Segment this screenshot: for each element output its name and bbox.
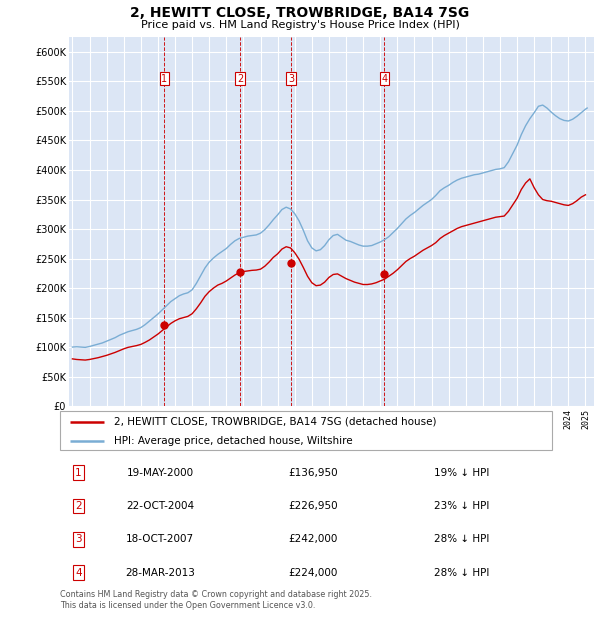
Text: 2, HEWITT CLOSE, TROWBRIDGE, BA14 7SG (detached house): 2, HEWITT CLOSE, TROWBRIDGE, BA14 7SG (d… [114, 417, 437, 427]
Text: 2, HEWITT CLOSE, TROWBRIDGE, BA14 7SG: 2, HEWITT CLOSE, TROWBRIDGE, BA14 7SG [130, 6, 470, 20]
Text: 28% ↓ HPI: 28% ↓ HPI [434, 534, 489, 544]
Text: £226,950: £226,950 [289, 501, 338, 511]
Text: £242,000: £242,000 [289, 534, 338, 544]
FancyBboxPatch shape [60, 411, 552, 449]
Text: 22-OCT-2004: 22-OCT-2004 [126, 501, 194, 511]
Text: 1: 1 [75, 467, 82, 477]
Text: 1: 1 [161, 74, 167, 84]
Text: 3: 3 [75, 534, 82, 544]
Text: 19-MAY-2000: 19-MAY-2000 [127, 467, 194, 477]
Text: £224,000: £224,000 [289, 567, 338, 578]
Text: 28% ↓ HPI: 28% ↓ HPI [434, 567, 489, 578]
Text: Contains HM Land Registry data © Crown copyright and database right 2025.
This d: Contains HM Land Registry data © Crown c… [60, 590, 372, 609]
Text: 4: 4 [381, 74, 388, 84]
Text: 2: 2 [237, 74, 244, 84]
Text: 3: 3 [288, 74, 294, 84]
Text: 28-MAR-2013: 28-MAR-2013 [125, 567, 195, 578]
Text: 2: 2 [75, 501, 82, 511]
Text: 18-OCT-2007: 18-OCT-2007 [126, 534, 194, 544]
Text: £136,950: £136,950 [289, 467, 338, 477]
Text: 19% ↓ HPI: 19% ↓ HPI [434, 467, 489, 477]
Text: Price paid vs. HM Land Registry's House Price Index (HPI): Price paid vs. HM Land Registry's House … [140, 20, 460, 30]
Text: 23% ↓ HPI: 23% ↓ HPI [434, 501, 489, 511]
Text: HPI: Average price, detached house, Wiltshire: HPI: Average price, detached house, Wilt… [114, 436, 353, 446]
Text: 4: 4 [75, 567, 82, 578]
